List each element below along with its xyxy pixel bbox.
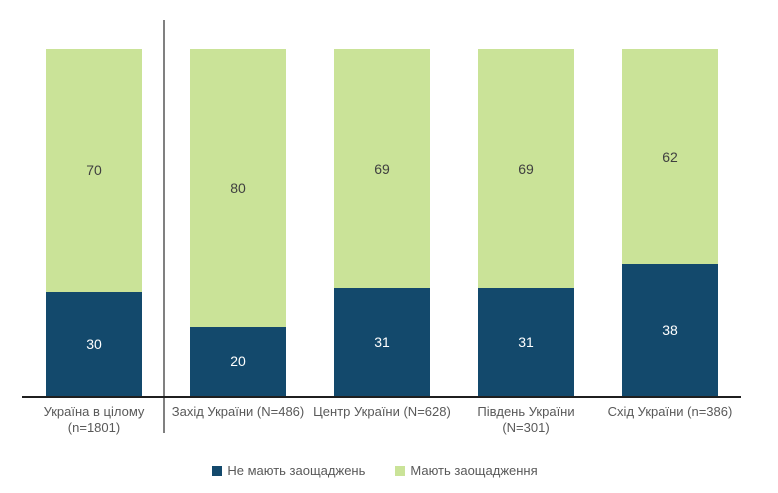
legend-label: Мають заощадження bbox=[410, 463, 538, 478]
bar-value-label: 31 bbox=[374, 334, 390, 351]
bar-segment: 69 bbox=[334, 49, 430, 289]
bar-value-label: 70 bbox=[86, 162, 102, 179]
bar-value-label: 80 bbox=[230, 179, 246, 196]
category-label: Україна в цілому (n=1801) bbox=[43, 404, 145, 435]
bar-value-label: 69 bbox=[374, 160, 390, 177]
legend: Не мають заощаджень Мають заощадження bbox=[0, 463, 764, 478]
legend-label: Не мають заощаджень bbox=[227, 463, 366, 478]
bar-column: 70 30 bbox=[46, 49, 142, 396]
bar-value-label: 69 bbox=[518, 160, 534, 177]
bar-segment: 70 bbox=[46, 49, 142, 292]
bar-column: 80 20 bbox=[190, 49, 286, 396]
bar-column: 62 38 bbox=[622, 49, 718, 396]
x-axis-line bbox=[22, 396, 741, 398]
category-label: Схід України (n=386) bbox=[607, 404, 733, 419]
bar-value-label: 20 bbox=[230, 353, 246, 370]
bar-value-label: 38 bbox=[662, 322, 678, 339]
legend-item: Мають заощадження bbox=[395, 463, 538, 478]
bar-segment: 62 bbox=[622, 49, 718, 265]
bar-segment: 30 bbox=[46, 291, 142, 396]
bar-column: 69 31 bbox=[478, 49, 574, 396]
bar-column: 69 31 bbox=[334, 49, 430, 396]
bar-segment: 31 bbox=[334, 288, 430, 396]
category-label: Центр України (N=628) bbox=[313, 404, 451, 419]
category-label: Південь України (N=301) bbox=[477, 404, 575, 435]
bar-segment: 69 bbox=[478, 49, 574, 289]
legend-item: Не мають заощаджень bbox=[212, 463, 365, 478]
bar-segment: 20 bbox=[190, 326, 286, 396]
category-divider-line bbox=[163, 20, 165, 433]
bar-value-label: 30 bbox=[86, 335, 102, 352]
bar-segment: 80 bbox=[190, 49, 286, 327]
category-label: Захід України (N=486) bbox=[171, 404, 305, 419]
bar-segment: 38 bbox=[622, 264, 718, 396]
legend-swatch bbox=[395, 465, 406, 476]
legend-swatch bbox=[212, 465, 223, 476]
bar-value-label: 62 bbox=[662, 148, 678, 165]
bar-segment: 31 bbox=[478, 288, 574, 396]
bar-value-label: 31 bbox=[518, 334, 534, 351]
